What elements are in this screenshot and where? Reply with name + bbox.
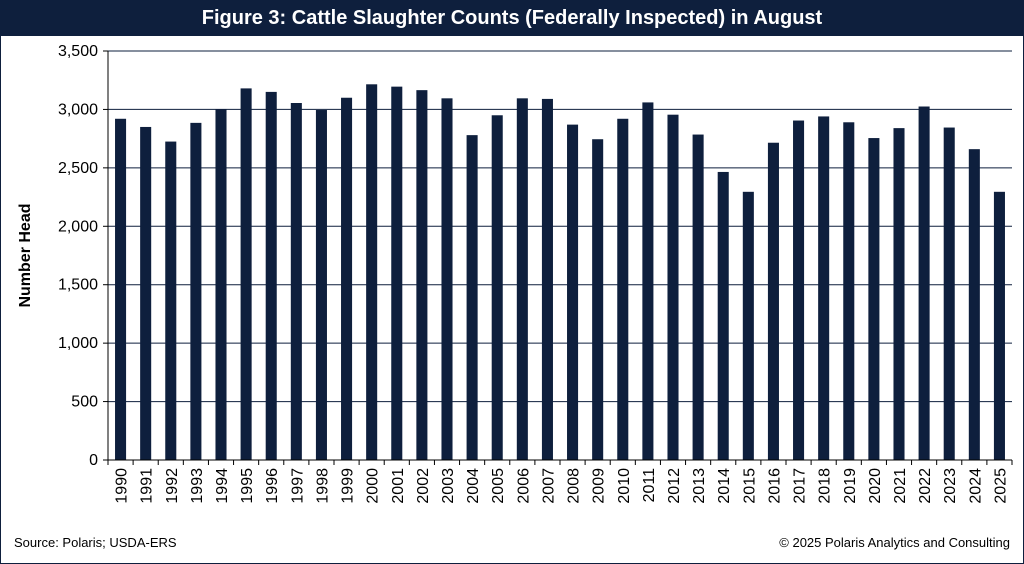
x-tick-label-2021: 2021 <box>892 468 909 504</box>
x-tick-label-2006: 2006 <box>515 468 532 504</box>
bar-2020 <box>868 138 880 460</box>
bars <box>115 84 1005 461</box>
x-tick-label-2025: 2025 <box>992 468 1009 504</box>
x-tick-label-1994: 1994 <box>214 468 231 504</box>
x-tick-label-2004: 2004 <box>465 468 482 504</box>
grid-lines <box>108 50 1012 403</box>
bar-2003 <box>441 98 453 460</box>
bar-1995 <box>240 88 252 460</box>
x-tick-label-2020: 2020 <box>867 468 884 504</box>
y-axis-tick-labels: 0 500 1,000 1,500 2,000 2,500 3,000 3,500 <box>58 43 108 469</box>
y-tick-label: 1,000 <box>58 335 98 352</box>
x-tick-label-2003: 2003 <box>440 468 457 504</box>
x-tick-label-2014: 2014 <box>716 468 733 504</box>
x-tick-label-2024: 2024 <box>967 468 984 504</box>
bar-2022 <box>918 106 930 460</box>
x-tick-label-2011: 2011 <box>641 468 658 503</box>
bar-2010 <box>617 118 629 460</box>
bar-2014 <box>717 171 729 460</box>
source-note: Source: Polaris; USDA-ERS <box>14 535 177 550</box>
x-tick-label-2008: 2008 <box>566 468 583 504</box>
bar-1994 <box>215 109 227 460</box>
bar-2013 <box>692 134 704 460</box>
x-tick-label-1991: 1991 <box>139 468 156 504</box>
bar-1993 <box>190 122 202 461</box>
y-tick-label: 3,500 <box>58 43 98 60</box>
x-tick-label-2007: 2007 <box>540 468 557 504</box>
bar-2005 <box>491 115 503 461</box>
bar-2009 <box>592 139 604 460</box>
bar-2021 <box>893 128 905 460</box>
bar-2000 <box>366 84 378 460</box>
x-tick-label-2001: 2001 <box>390 468 407 504</box>
bar-2007 <box>541 98 553 460</box>
bar-1990 <box>115 118 127 460</box>
x-tick-label-2023: 2023 <box>942 468 959 504</box>
x-tick-label-1999: 1999 <box>340 468 357 504</box>
bar-2006 <box>516 98 528 460</box>
bar-2018 <box>818 116 830 460</box>
bar-1991 <box>140 126 152 460</box>
x-tick-label-2019: 2019 <box>842 468 859 504</box>
x-tick-label-2018: 2018 <box>817 468 834 504</box>
bar-2024 <box>968 149 980 460</box>
x-tick-label-2022: 2022 <box>917 468 934 504</box>
x-axis-tick-labels: 1990 1991 1992 1993 1994 1995 1996 1997 1998 1999… <box>107 460 1013 504</box>
copyright-note: © 2025 Polaris Analytics and Consulting <box>779 535 1010 550</box>
bar-1996 <box>265 91 277 461</box>
bar-2023 <box>943 127 955 460</box>
x-tick-label-1992: 1992 <box>164 468 181 504</box>
y-tick-label: 2,000 <box>58 218 98 235</box>
x-tick-label-2012: 2012 <box>666 468 683 504</box>
bar-2012 <box>667 114 679 461</box>
x-tick-label-1990: 1990 <box>114 468 131 504</box>
bar-1999 <box>341 97 353 460</box>
x-tick-label-1993: 1993 <box>189 468 206 504</box>
x-tick-label-1996: 1996 <box>264 468 281 504</box>
bar-2017 <box>793 120 805 460</box>
y-tick-label: 500 <box>71 394 98 411</box>
x-tick-label-2002: 2002 <box>415 468 432 504</box>
x-tick-label-1997: 1997 <box>289 468 306 504</box>
bar-1997 <box>290 103 302 460</box>
x-tick-label-1995: 1995 <box>239 468 256 504</box>
y-tick-label: 3,000 <box>58 101 98 118</box>
bar-2016 <box>767 142 779 460</box>
y-tick-label: 1,500 <box>58 277 98 294</box>
x-tick-label-2017: 2017 <box>792 468 809 504</box>
x-tick-label-2000: 2000 <box>365 468 382 504</box>
y-tick-label: 2,500 <box>58 160 98 177</box>
chart-title: Figure 3: Cattle Slaughter Counts (Feder… <box>0 0 1024 36</box>
y-axis-label: Number Head <box>17 203 34 307</box>
bar-2002 <box>416 90 428 460</box>
bar-2015 <box>742 191 754 460</box>
x-tick-label-2016: 2016 <box>766 468 783 504</box>
bar-2004 <box>466 135 478 460</box>
x-tick-label-2010: 2010 <box>616 468 633 504</box>
y-tick-label: 0 <box>89 452 98 469</box>
bar-1998 <box>315 110 327 461</box>
x-tick-label-2013: 2013 <box>691 468 708 504</box>
bar-2008 <box>567 124 579 461</box>
x-tick-label-2005: 2005 <box>490 468 507 504</box>
x-tick-label-2015: 2015 <box>741 468 758 504</box>
bar-2025 <box>993 191 1005 460</box>
x-tick-label-1998: 1998 <box>314 468 331 504</box>
x-tick-label-2009: 2009 <box>591 468 608 504</box>
bar-2001 <box>391 86 403 461</box>
bar-2011 <box>642 102 654 460</box>
bar-2019 <box>843 122 855 460</box>
bar-1992 <box>165 141 177 461</box>
